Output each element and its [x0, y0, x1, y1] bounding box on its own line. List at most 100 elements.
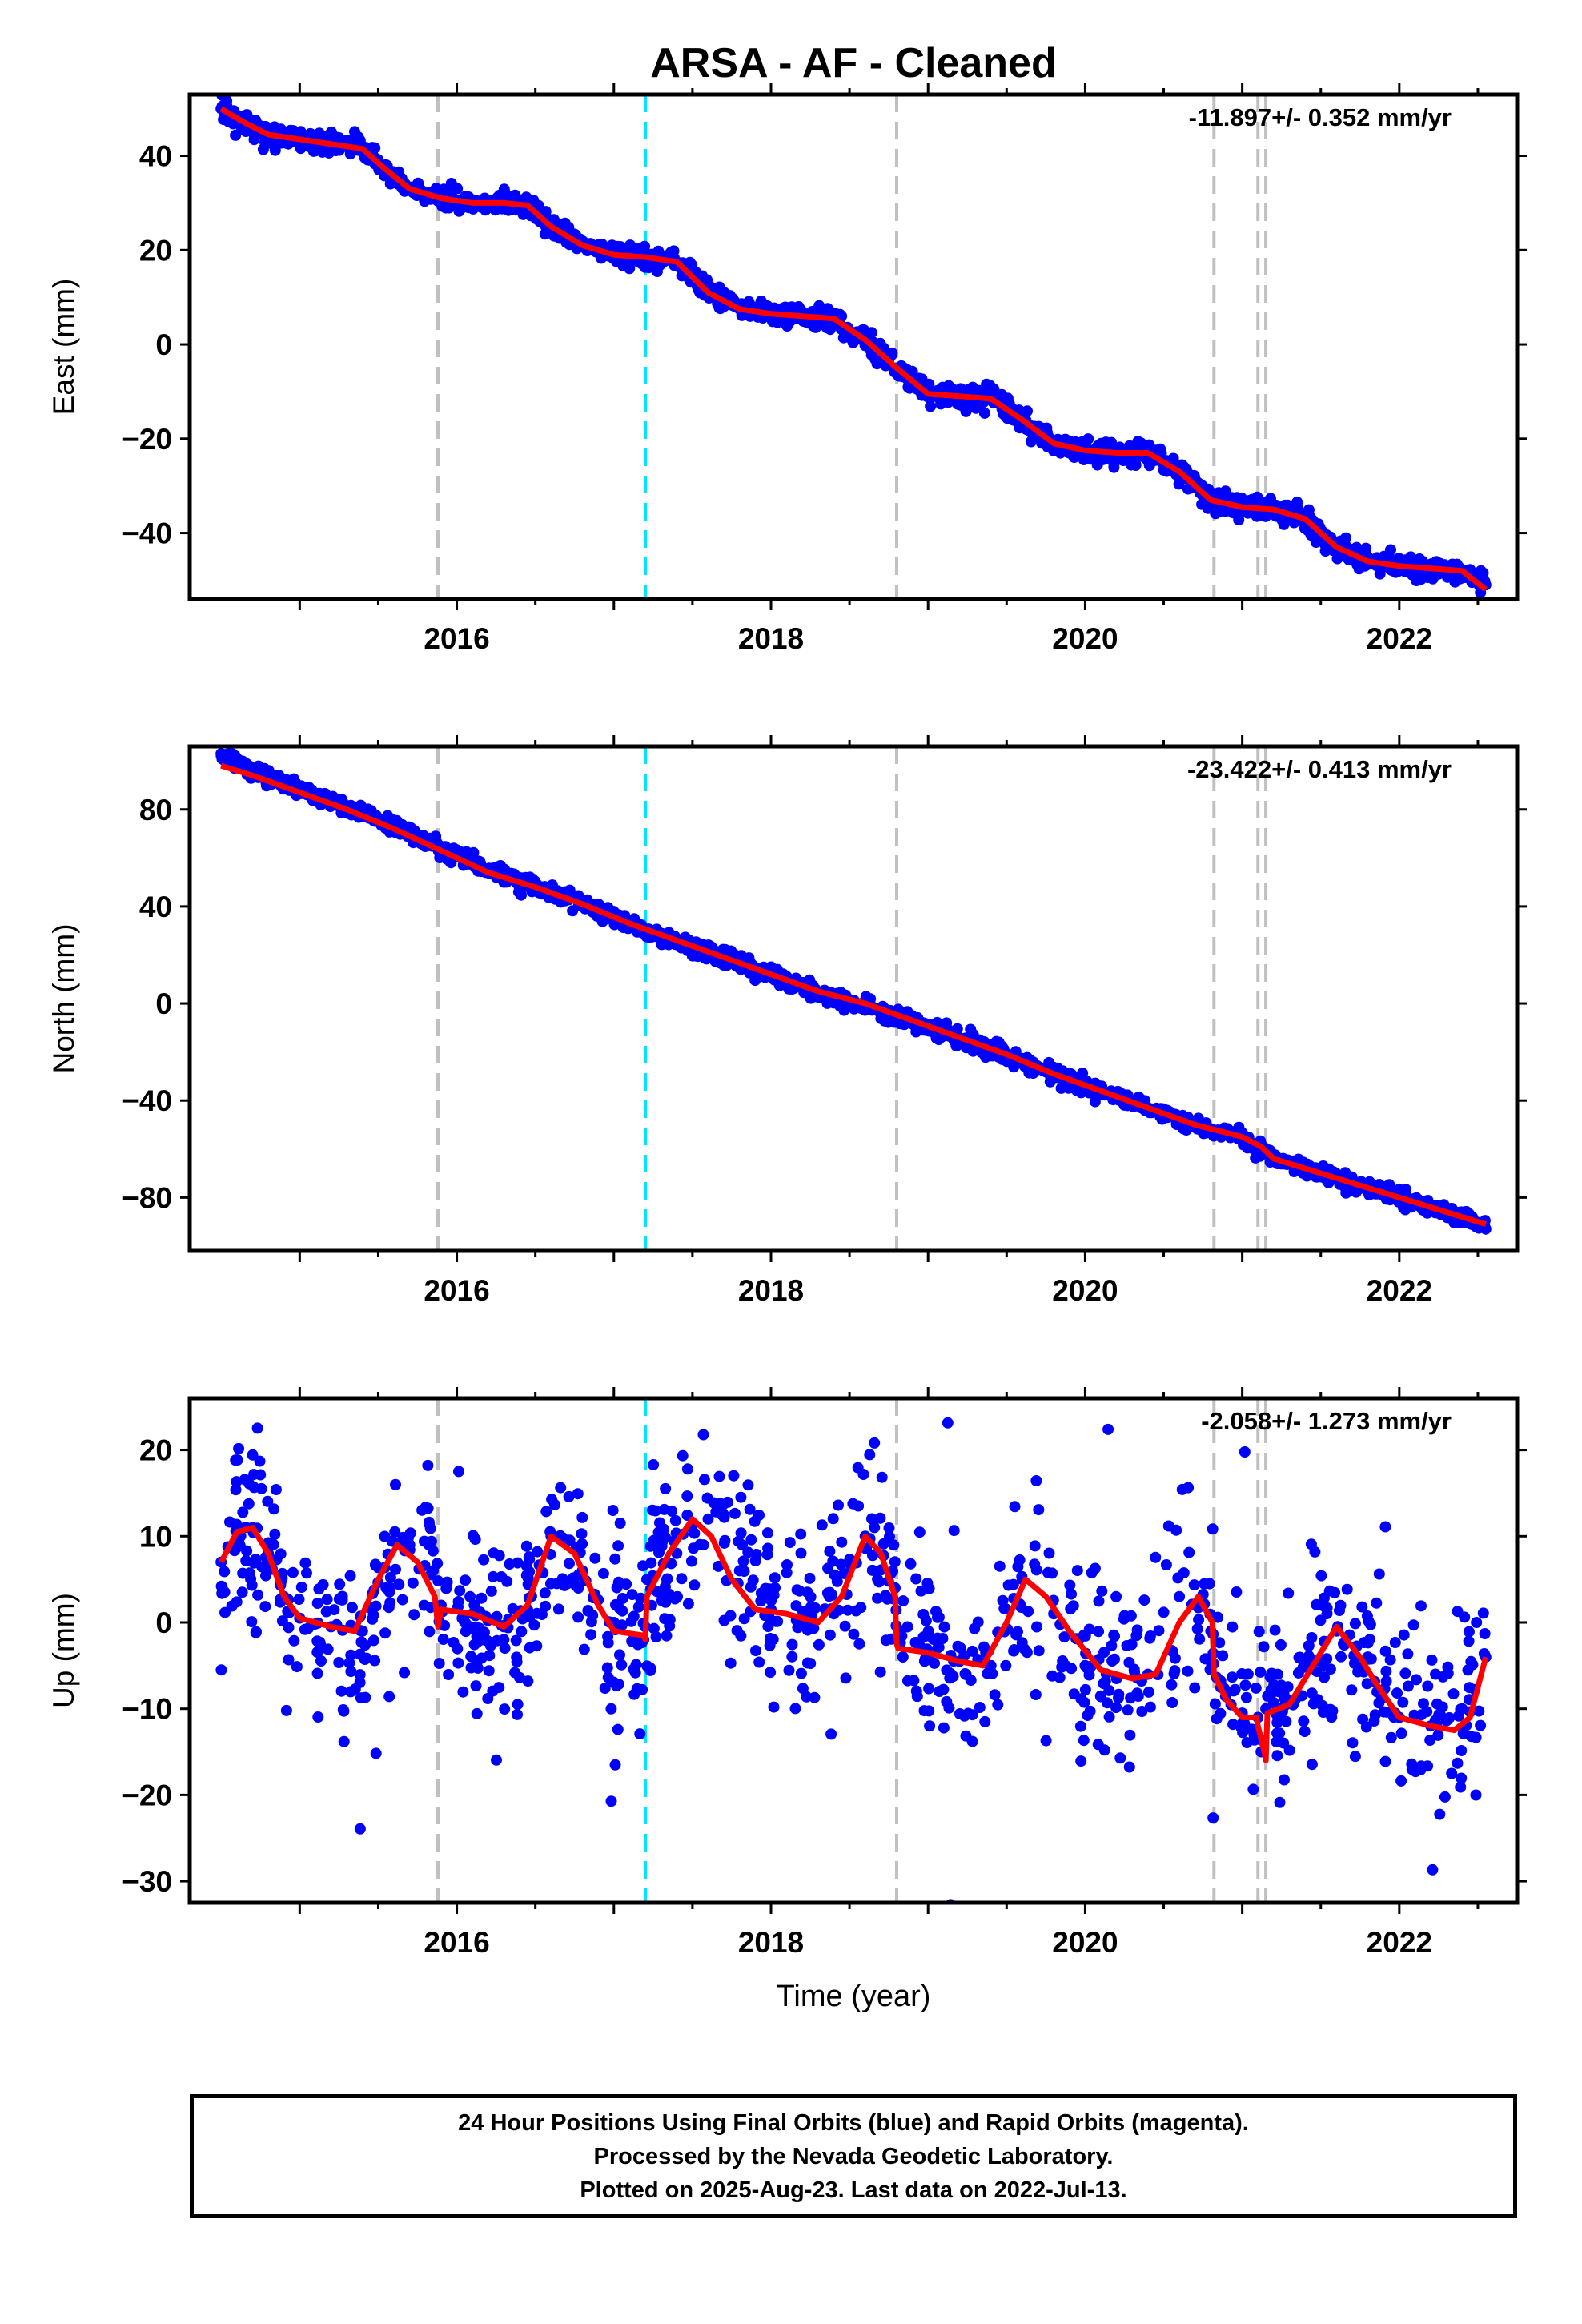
data-point: [568, 1572, 579, 1584]
data-point: [718, 1614, 730, 1626]
data-point: [437, 1634, 449, 1645]
data-point: [908, 1675, 920, 1687]
data-point: [1123, 1656, 1135, 1668]
data-point: [1380, 1665, 1392, 1677]
data-point: [1349, 1751, 1361, 1763]
data-point: [1282, 499, 1294, 511]
data-point: [484, 1650, 496, 1662]
data-point: [559, 1579, 571, 1591]
data-point: [1031, 1621, 1042, 1633]
data-point: [1397, 1696, 1409, 1708]
data-point: [728, 1470, 740, 1482]
data-point: [262, 1495, 274, 1507]
data-point: [1479, 1628, 1491, 1639]
data-point: [609, 1759, 621, 1771]
data-point: [511, 1651, 523, 1663]
data-point: [649, 1505, 661, 1517]
data-point: [1068, 1688, 1080, 1700]
x-tick-label: 2016: [424, 1274, 489, 1307]
data-point: [729, 1507, 741, 1519]
data-point: [1168, 1668, 1180, 1679]
data-point: [924, 1720, 936, 1732]
data-point: [665, 1558, 677, 1570]
data-point: [367, 1634, 379, 1647]
y-tick-label: 40: [139, 891, 172, 923]
data-point: [1303, 1640, 1315, 1651]
data-point: [768, 1701, 780, 1713]
data-point: [1299, 1726, 1311, 1738]
data-point: [1283, 1587, 1295, 1599]
data-point: [822, 1562, 834, 1574]
data-point: [1280, 1715, 1292, 1727]
data-point: [1418, 1698, 1429, 1710]
data-point: [362, 803, 374, 815]
data-point: [992, 1699, 1004, 1711]
x-tick-label: 2018: [738, 1274, 804, 1307]
data-point: [491, 1634, 503, 1647]
data-point: [1398, 1629, 1410, 1641]
data-point: [1269, 1624, 1281, 1636]
data-point: [768, 1589, 780, 1601]
data-point: [821, 1587, 833, 1599]
data-point: [835, 1558, 847, 1570]
data-point: [1066, 1588, 1077, 1600]
data-point: [1172, 1572, 1184, 1584]
data-point: [1389, 1637, 1401, 1648]
data-point: [224, 1516, 235, 1528]
data-point: [1118, 1948, 1130, 1960]
data-point: [512, 1699, 524, 1711]
data-point: [1250, 1682, 1262, 1694]
data-point: [469, 1534, 481, 1546]
data-point: [805, 1658, 817, 1670]
data-point: [291, 1661, 303, 1673]
data-point: [270, 1484, 282, 1495]
data-point: [1371, 1597, 1383, 1609]
data-point: [555, 1482, 567, 1494]
data-point: [1086, 1566, 1098, 1578]
data-point: [943, 1702, 955, 1714]
data-point: [749, 1515, 761, 1527]
data-point: [941, 1664, 953, 1676]
data-point: [424, 1626, 436, 1638]
data-point: [585, 1629, 597, 1641]
data-point: [1379, 1521, 1391, 1533]
data-point: [1170, 1524, 1182, 1536]
data-point: [866, 1564, 878, 1576]
y-axis-label: East (mm): [47, 279, 80, 416]
data-point: [960, 1730, 972, 1742]
data-point: [682, 1598, 694, 1610]
data-point: [471, 1657, 483, 1669]
x-tick-label: 2022: [1367, 1926, 1432, 1959]
data-point: [813, 1638, 825, 1651]
data-point: [464, 1621, 476, 1633]
figure-title: ARSA - AF - Cleaned: [650, 40, 1057, 86]
y-tick-label: 20: [139, 234, 172, 267]
data-point: [1182, 483, 1194, 495]
data-point: [1292, 501, 1304, 513]
data-point: [1470, 1731, 1482, 1743]
data-point: [718, 1511, 730, 1523]
data-point: [827, 1513, 839, 1525]
data-point: [1264, 1671, 1276, 1683]
data-point: [493, 1682, 505, 1694]
data-point: [1217, 1650, 1229, 1662]
data-point: [808, 1622, 820, 1634]
data-point: [1239, 1679, 1251, 1691]
data-point: [355, 1692, 367, 1704]
data-point: [336, 1590, 348, 1602]
data-point: [1385, 1731, 1397, 1743]
data-point: [855, 1602, 867, 1614]
data-point: [215, 1664, 227, 1676]
data-point: [276, 1615, 288, 1627]
data-point: [753, 1656, 765, 1668]
data-point: [628, 1610, 640, 1622]
data-point: [1203, 1578, 1215, 1590]
y-tick-label: 0: [155, 1606, 172, 1639]
data-point: [1356, 1601, 1368, 1613]
data-point: [599, 1683, 611, 1695]
data-point: [648, 1459, 660, 1470]
data-point: [632, 1601, 644, 1613]
